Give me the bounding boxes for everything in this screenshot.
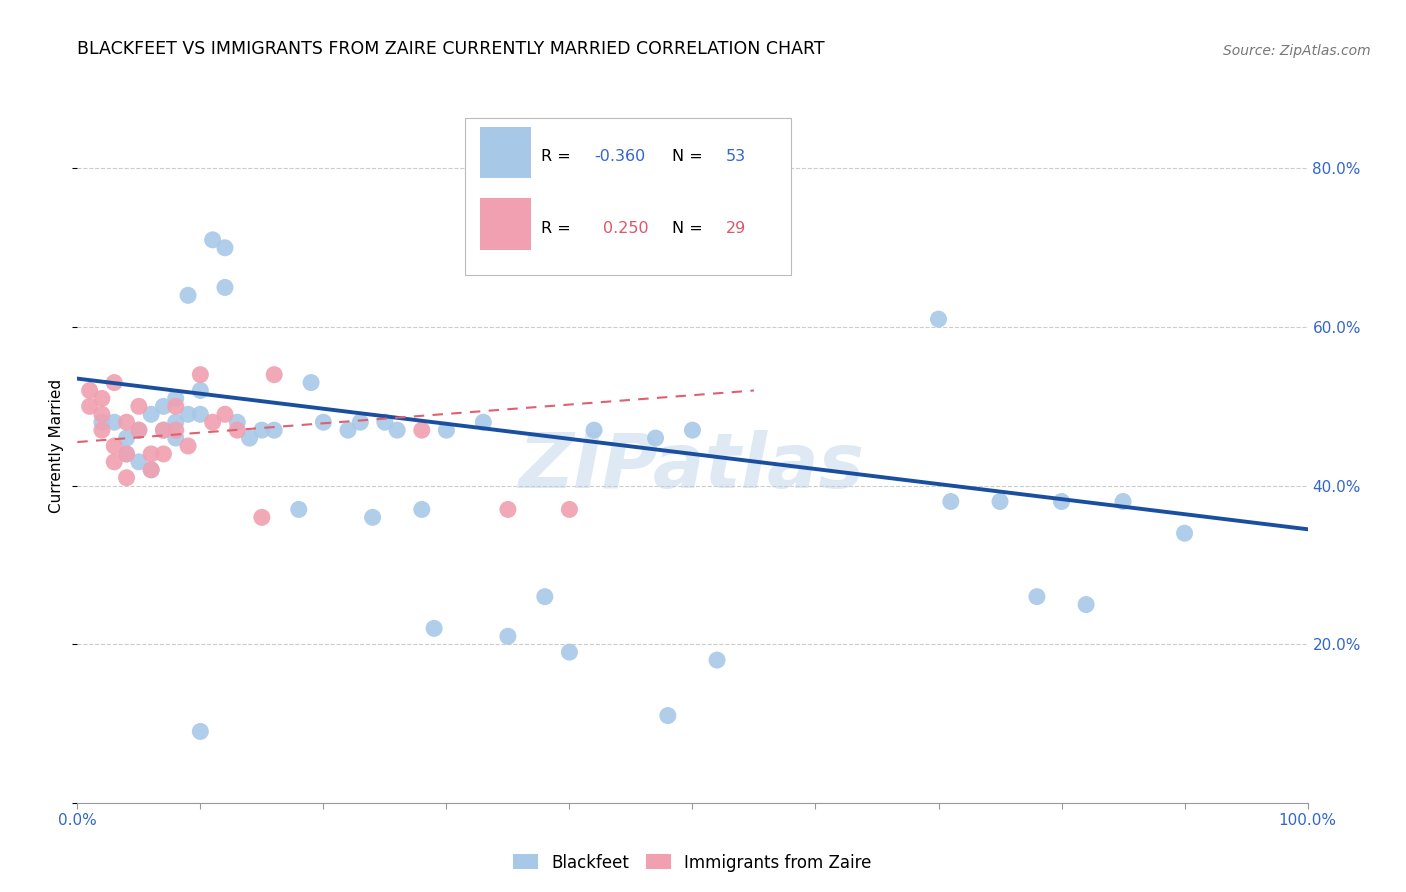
Point bbox=[496, 502, 519, 516]
Point bbox=[361, 510, 384, 524]
Text: 0.250: 0.250 bbox=[603, 221, 648, 235]
Point bbox=[115, 431, 138, 445]
Point bbox=[128, 423, 150, 437]
Point bbox=[263, 423, 285, 437]
Text: N =: N = bbox=[672, 150, 707, 164]
Point bbox=[939, 494, 962, 508]
Point bbox=[387, 423, 409, 437]
Point bbox=[128, 455, 150, 469]
Point bbox=[190, 384, 212, 398]
Point bbox=[1174, 526, 1197, 541]
Text: R =: R = bbox=[541, 221, 576, 235]
Legend: Blackfeet, Immigrants from Zaire: Blackfeet, Immigrants from Zaire bbox=[508, 848, 877, 877]
Point bbox=[90, 392, 114, 406]
Point bbox=[411, 423, 433, 437]
Point bbox=[141, 463, 163, 477]
Point bbox=[411, 502, 433, 516]
Point bbox=[115, 447, 138, 461]
FancyBboxPatch shape bbox=[479, 127, 531, 178]
Point bbox=[165, 392, 187, 406]
Point bbox=[115, 471, 138, 485]
Text: -0.360: -0.360 bbox=[595, 150, 645, 164]
Point bbox=[165, 423, 187, 437]
Point bbox=[644, 431, 666, 445]
Point bbox=[263, 368, 285, 382]
Point bbox=[682, 423, 704, 437]
Point bbox=[558, 502, 581, 516]
Point bbox=[436, 423, 458, 437]
Point bbox=[1050, 494, 1073, 508]
Point bbox=[90, 407, 114, 421]
Point bbox=[177, 288, 200, 302]
Point bbox=[312, 415, 335, 429]
Point bbox=[90, 423, 114, 437]
Point bbox=[152, 447, 174, 461]
Point bbox=[103, 455, 125, 469]
Point bbox=[128, 423, 150, 437]
Point bbox=[190, 407, 212, 421]
Text: R =: R = bbox=[541, 150, 576, 164]
Point bbox=[152, 423, 174, 437]
Point bbox=[706, 653, 728, 667]
Point bbox=[1076, 598, 1098, 612]
Point bbox=[349, 415, 371, 429]
Point bbox=[214, 241, 236, 255]
Point bbox=[288, 502, 311, 516]
Text: ZIPatlas: ZIPatlas bbox=[519, 431, 866, 504]
Point bbox=[128, 400, 150, 414]
Point bbox=[165, 431, 187, 445]
Point bbox=[374, 415, 396, 429]
Text: 53: 53 bbox=[725, 150, 745, 164]
Point bbox=[79, 400, 101, 414]
Point bbox=[190, 368, 212, 382]
Point bbox=[141, 407, 163, 421]
Point bbox=[115, 447, 138, 461]
Point bbox=[90, 415, 114, 429]
Point bbox=[214, 280, 236, 294]
Point bbox=[1112, 494, 1135, 508]
Point bbox=[928, 312, 950, 326]
Point bbox=[177, 439, 200, 453]
Point bbox=[152, 423, 174, 437]
Y-axis label: Currently Married: Currently Married bbox=[49, 379, 65, 513]
Point bbox=[558, 645, 581, 659]
Point bbox=[988, 494, 1011, 508]
Point bbox=[226, 415, 249, 429]
Point bbox=[103, 376, 125, 390]
Point bbox=[496, 629, 519, 643]
Point bbox=[103, 439, 125, 453]
Point bbox=[115, 415, 138, 429]
Point bbox=[141, 447, 163, 461]
Point bbox=[214, 407, 236, 421]
Point bbox=[534, 590, 557, 604]
Point bbox=[299, 376, 322, 390]
Point bbox=[165, 400, 187, 414]
Point bbox=[423, 621, 446, 635]
Point bbox=[141, 463, 163, 477]
Text: N =: N = bbox=[672, 221, 707, 235]
Point bbox=[177, 407, 200, 421]
FancyBboxPatch shape bbox=[465, 118, 792, 275]
Point bbox=[152, 400, 174, 414]
Point bbox=[239, 431, 262, 445]
Point bbox=[472, 415, 495, 429]
Point bbox=[583, 423, 606, 437]
Point bbox=[79, 384, 101, 398]
Text: BLACKFEET VS IMMIGRANTS FROM ZAIRE CURRENTLY MARRIED CORRELATION CHART: BLACKFEET VS IMMIGRANTS FROM ZAIRE CURRE… bbox=[77, 40, 825, 58]
Point bbox=[165, 415, 187, 429]
Point bbox=[337, 423, 360, 437]
Point bbox=[201, 233, 224, 247]
Text: Source: ZipAtlas.com: Source: ZipAtlas.com bbox=[1223, 44, 1371, 58]
Point bbox=[250, 423, 273, 437]
Point bbox=[250, 510, 273, 524]
Point bbox=[103, 415, 125, 429]
Point bbox=[201, 415, 224, 429]
Point bbox=[226, 423, 249, 437]
Point bbox=[657, 708, 679, 723]
Point bbox=[1026, 590, 1049, 604]
Text: 29: 29 bbox=[725, 221, 747, 235]
FancyBboxPatch shape bbox=[479, 198, 531, 250]
Point bbox=[190, 724, 212, 739]
